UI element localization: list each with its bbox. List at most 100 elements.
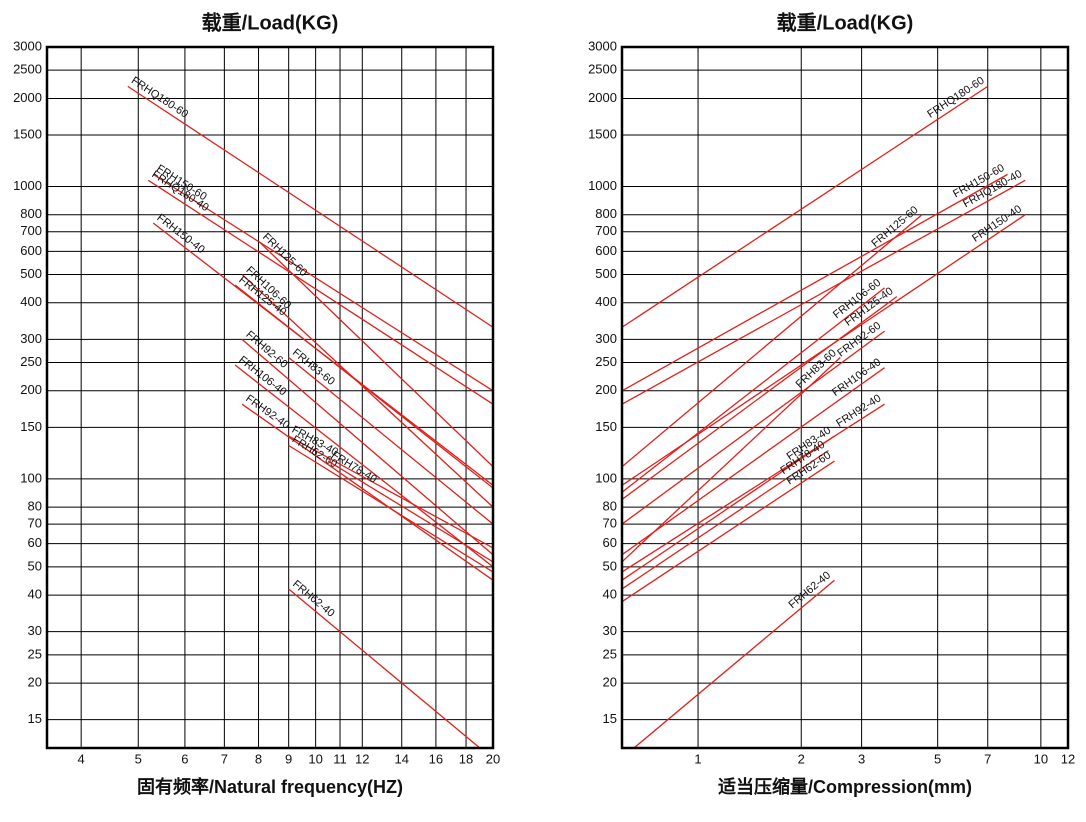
y-tick-label: 250 xyxy=(20,354,42,369)
x-tick-label: 7 xyxy=(984,751,991,766)
series-line xyxy=(622,85,989,328)
x-tick-label: 9 xyxy=(285,751,292,766)
y-tick-label: 80 xyxy=(28,499,42,514)
y-tick-label: 600 xyxy=(20,243,42,258)
y-tick-label: 1500 xyxy=(13,126,42,141)
y-tick-label: 20 xyxy=(603,675,617,690)
y-tick-label: 100 xyxy=(595,470,617,485)
series-line xyxy=(234,364,493,568)
series-label: FRH125-60 xyxy=(260,231,309,279)
series-line xyxy=(622,460,835,603)
series-line xyxy=(147,179,493,405)
x-tick-label: 10 xyxy=(1034,751,1048,766)
y-tick-label: 2000 xyxy=(588,90,617,105)
y-tick-label: 700 xyxy=(595,223,617,238)
x-tick-label: 14 xyxy=(394,751,408,766)
x-tick-label: 12 xyxy=(1061,751,1075,766)
y-tick-label: 80 xyxy=(603,499,617,514)
series-line xyxy=(288,444,493,573)
x-tick-label: 10 xyxy=(308,751,322,766)
series-line xyxy=(622,173,1008,392)
series-label: FRH83-60 xyxy=(290,347,337,388)
series-label: FRH62-40 xyxy=(787,569,834,611)
series-label: FRHQ180-60 xyxy=(925,75,986,121)
series-label: FRH78-40 xyxy=(329,449,379,486)
series-label: FRH92-40 xyxy=(243,393,291,432)
y-tick-label: 30 xyxy=(603,623,617,638)
x-tick-label: 1 xyxy=(694,751,701,766)
y-tick-label: 25 xyxy=(603,646,617,661)
series-line xyxy=(622,367,885,556)
y-tick-label: 200 xyxy=(595,382,617,397)
y-tick-label: 1000 xyxy=(588,178,617,193)
x-tick-label: 7 xyxy=(221,751,228,766)
series-line xyxy=(241,338,493,556)
x-tick-label: 12 xyxy=(355,751,369,766)
y-tick-label: 70 xyxy=(28,516,42,531)
x-tick-label: 6 xyxy=(181,751,188,766)
y-tick-label: 800 xyxy=(20,206,42,221)
x-tick-label: 20 xyxy=(486,751,500,766)
y-tick-label: 100 xyxy=(20,470,42,485)
y-tick-label: 1500 xyxy=(588,126,617,141)
y-tick-label: 40 xyxy=(603,587,617,602)
series-line xyxy=(622,449,829,590)
y-tick-label: 60 xyxy=(28,535,42,550)
y-tick-label: 500 xyxy=(20,266,42,281)
y-tick-label: 600 xyxy=(595,243,617,258)
series-line xyxy=(622,357,841,563)
series-label: FRH62-40 xyxy=(290,578,337,620)
x-tick-label: 5 xyxy=(934,751,941,766)
y-tick-label: 50 xyxy=(28,558,42,573)
series-line xyxy=(288,356,493,525)
y-tick-label: 300 xyxy=(595,331,617,346)
series-line xyxy=(152,173,493,392)
series-line xyxy=(288,588,481,748)
y-tick-label: 150 xyxy=(20,419,42,434)
series-label: FRH150-40 xyxy=(970,203,1024,245)
y-tick-label: 800 xyxy=(595,206,617,221)
y-tick-label: 200 xyxy=(20,382,42,397)
y-tick-label: 25 xyxy=(28,646,42,661)
y-tick-label: 150 xyxy=(595,419,617,434)
series-line xyxy=(127,85,493,328)
series-line xyxy=(622,296,898,500)
x-axis-label: 固有频率/Natural frequency(HZ) xyxy=(137,776,403,797)
series-line xyxy=(622,287,885,493)
y-tick-label: 30 xyxy=(28,623,42,638)
y-tick-label: 2500 xyxy=(13,62,42,77)
x-tick-label: 16 xyxy=(429,751,443,766)
series-line xyxy=(622,330,885,525)
y-tick-label: 2500 xyxy=(588,62,617,77)
series-line xyxy=(234,284,493,489)
y-tick-label: 400 xyxy=(595,294,617,309)
plot-border xyxy=(45,45,495,750)
y-tick-label: 2000 xyxy=(13,90,42,105)
y-tick-label: 50 xyxy=(603,558,617,573)
y-tick-label: 250 xyxy=(595,354,617,369)
series-line xyxy=(622,435,835,581)
x-axis-label: 适当压缩量/Compression(mm) xyxy=(718,776,972,797)
y-tick-label: 20 xyxy=(28,675,42,690)
series-line xyxy=(622,403,885,573)
x-tick-label: 4 xyxy=(78,751,85,766)
y-tick-label: 700 xyxy=(20,223,42,238)
y-tick-label: 300 xyxy=(20,331,42,346)
series-line xyxy=(241,274,493,508)
series-line xyxy=(633,579,835,748)
x-tick-label: 8 xyxy=(255,751,262,766)
series-line xyxy=(288,435,493,549)
y-tick-label: 60 xyxy=(603,535,617,550)
chart-title: 载重/Load(KG) xyxy=(202,10,339,34)
series-line xyxy=(622,214,923,468)
y-tick-label: 40 xyxy=(28,587,42,602)
chart-title: 载重/Load(KG) xyxy=(777,10,914,34)
x-tick-label: 2 xyxy=(798,751,805,766)
y-tick-label: 3000 xyxy=(588,38,617,53)
series-line xyxy=(258,240,493,468)
x-tick-label: 11 xyxy=(333,751,347,766)
y-tick-label: 1000 xyxy=(13,178,42,193)
series-label: FRH150-40 xyxy=(154,212,206,256)
series-line xyxy=(241,403,493,581)
x-tick-label: 18 xyxy=(459,751,473,766)
